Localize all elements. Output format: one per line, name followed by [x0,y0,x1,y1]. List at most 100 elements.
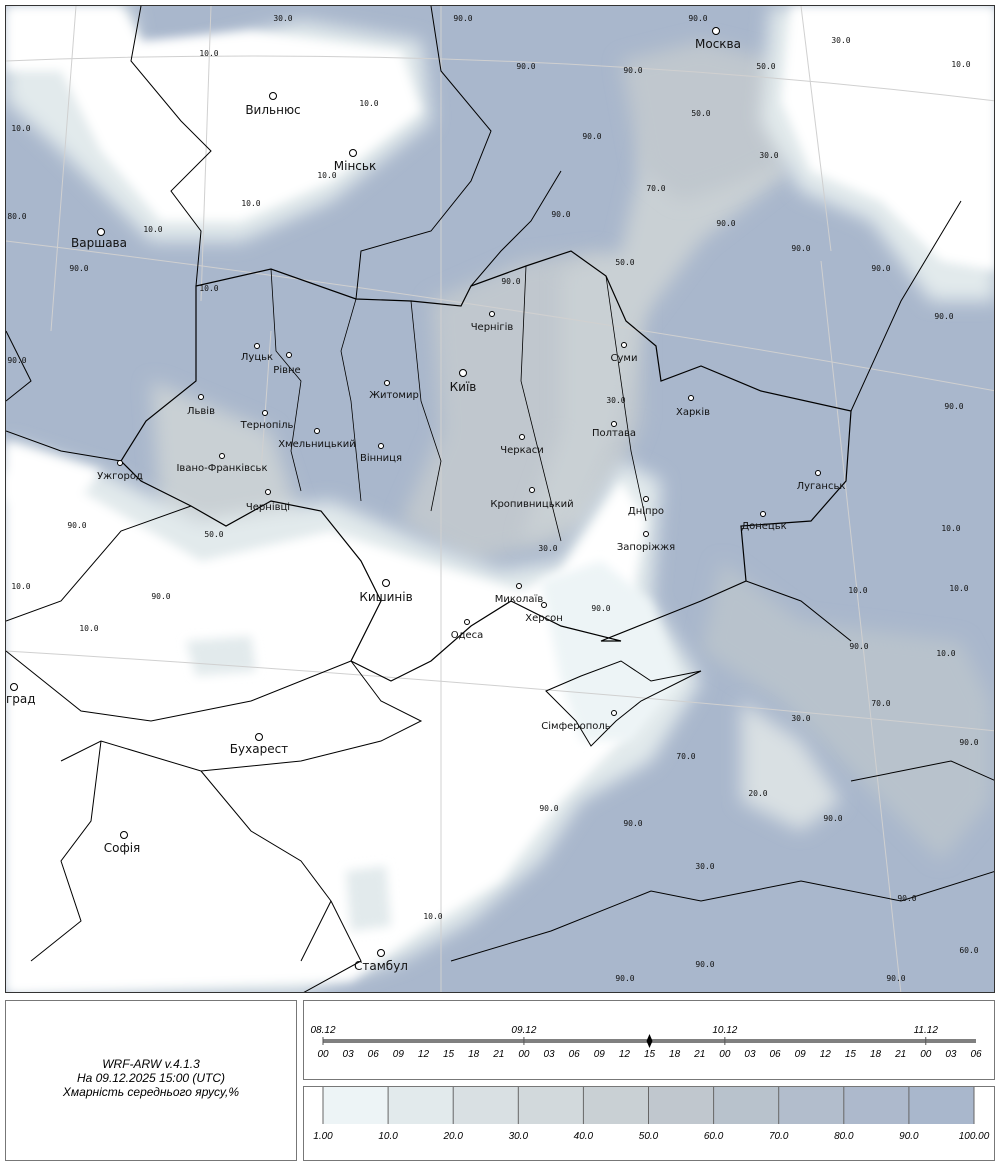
color-legend: 1.00 10.0 20.0 30.0 40.0 50.0 60.0 70.0 80.0 90.0… [303,1086,995,1161]
oblast-border [340,298,362,502]
country-border [450,871,994,962]
legend-swatch [908,1087,974,1124]
city-6: Бухарест [230,733,288,756]
cloud-field-13 [6,441,101,511]
city-label: Донецьк [741,521,786,532]
city-0: Москва [695,27,741,51]
country-border [355,6,492,300]
graticule-line [820,260,902,992]
timeline-hour-label[interactable]: 21 [894,1049,906,1060]
timeline-hour-label[interactable]: 18 [870,1049,882,1060]
city-label: Хмельницький [278,439,356,450]
timeline-hour-label[interactable]: 12 [820,1049,832,1060]
timeline-hour-label[interactable]: 03 [744,1049,756,1060]
timeline-hour-label[interactable]: 06 [368,1049,380,1060]
model-name: WRF-ARW v.4.1.3 [102,1057,200,1071]
city-marker-icon [464,619,470,625]
legend-label: 90.0 [899,1131,919,1142]
contour-label: 90.0 [897,894,916,903]
graticule-line [6,55,994,102]
timeline-hour-label[interactable]: 09 [393,1049,405,1060]
contour-label: 10.0 [359,99,378,108]
city-marker-icon [611,710,617,716]
timeline-hour-label[interactable]: 12 [418,1049,430,1060]
city-33: Сімферополь [541,710,617,732]
legend-swatch [323,1087,389,1124]
city-19: Черкаси [500,434,544,456]
city-26: Кропивницький [490,487,574,510]
city-marker-icon [643,531,649,537]
city-marker-icon [198,394,204,400]
contour-label: 10.0 [949,584,968,593]
cloud-field-2 [701,561,991,861]
cloud-field-3 [621,41,801,201]
parameter-name: Хмарність середнього ярусу,% [62,1085,240,1099]
timeline-hour-label[interactable]: 06 [770,1049,782,1060]
timeline-hour-label[interactable]: 00 [920,1049,932,1060]
legend-label: 60.0 [704,1131,724,1142]
legend-label: 30.0 [509,1131,529,1142]
timeline-hour-label[interactable]: 15 [644,1049,656,1060]
timeline-hour-label[interactable]: 15 [443,1049,455,1060]
country-border [745,580,852,642]
contour-label: 90.0 [849,642,868,651]
cloud-field-1 [521,101,791,541]
timeline-hour-label[interactable]: 06 [970,1049,982,1060]
contour-label: 50.0 [691,109,710,118]
legend-swatch [388,1087,454,1124]
city-markers: Москва Вильнюс Мінськ Варшава Київ Кишинів Бух… [6,27,845,973]
contour-label: 70.0 [646,184,665,193]
timeline-handle[interactable] [646,1034,653,1048]
contour-label: 90.0 [551,210,570,219]
contour-label: 90.0 [716,219,735,228]
timeline-hour-label[interactable]: 12 [619,1049,631,1060]
timeline-hour-label[interactable]: 03 [343,1049,355,1060]
city-marker-icon [519,434,525,440]
timeline-hour-label[interactable]: 18 [468,1049,480,1060]
country-border [130,6,212,287]
time-slider-panel[interactable]: 08.12 00 03 06 09 12 15 18 21 09.12 00 03 06 09 12 15 18… [303,1000,995,1080]
contour-label: 90.0 [944,402,963,411]
city-32: Херсон [525,602,563,624]
city-marker-icon [117,460,123,466]
city-25: Запоріжжя [617,531,675,553]
contour-label: 90.0 [151,592,170,601]
timeline-hour-label[interactable]: 18 [669,1049,681,1060]
city-5: Кишинів [359,579,413,604]
city-17: Хмельницький [278,428,356,450]
contour-label: 30.0 [538,544,557,553]
country-border [60,660,423,772]
timeline-hour-label[interactable]: 06 [569,1049,581,1060]
contour-label: 10.0 [941,524,960,533]
time-slider[interactable]: 08.12 00 03 06 09 12 15 18 21 09.12 00 03 06 09 12 15 18… [304,1001,996,1081]
timeline-hour-label[interactable]: 21 [693,1049,705,1060]
timeline-hour-label[interactable]: 03 [543,1049,555,1060]
map-canvas: 30.0 90.0 90.0 10.0 10.0 90.0 90.0 30.0 10.0 10.0… [6,6,994,992]
contour-label: 90.0 [591,604,610,613]
city-label: Черкаси [500,445,544,456]
timeline-hour-label[interactable]: 09 [594,1049,606,1060]
contour-label: 10.0 [143,225,162,234]
timeline-hour-label[interactable]: 03 [945,1049,957,1060]
city-marker-icon [459,369,467,377]
city-13: Чернігів [471,311,513,333]
timeline-hour-label[interactable]: 09 [795,1049,807,1060]
contour-label: 10.0 [241,199,260,208]
timeline-hour-label[interactable]: 15 [845,1049,857,1060]
legend-swatch [583,1087,649,1124]
city-marker-icon [377,949,385,957]
legend-label: 40.0 [574,1131,594,1142]
timeline-hour-label[interactable]: 21 [492,1049,504,1060]
contour-label: 60.0 [959,946,978,955]
ukraine-border [120,250,852,682]
contour-label: 10.0 [317,171,336,180]
timeline-hour-label[interactable]: 00 [719,1049,731,1060]
timeline-hour-label[interactable]: 00 [518,1049,530,1060]
city-label: Луцьк [241,352,273,363]
graticule [6,6,994,992]
graticule-line [260,330,272,472]
timeline-hour-label[interactable]: 00 [317,1049,329,1060]
city-28: Ужгород [97,460,143,482]
city-marker-icon [97,228,105,236]
contour-label: 90.0 [67,521,86,530]
